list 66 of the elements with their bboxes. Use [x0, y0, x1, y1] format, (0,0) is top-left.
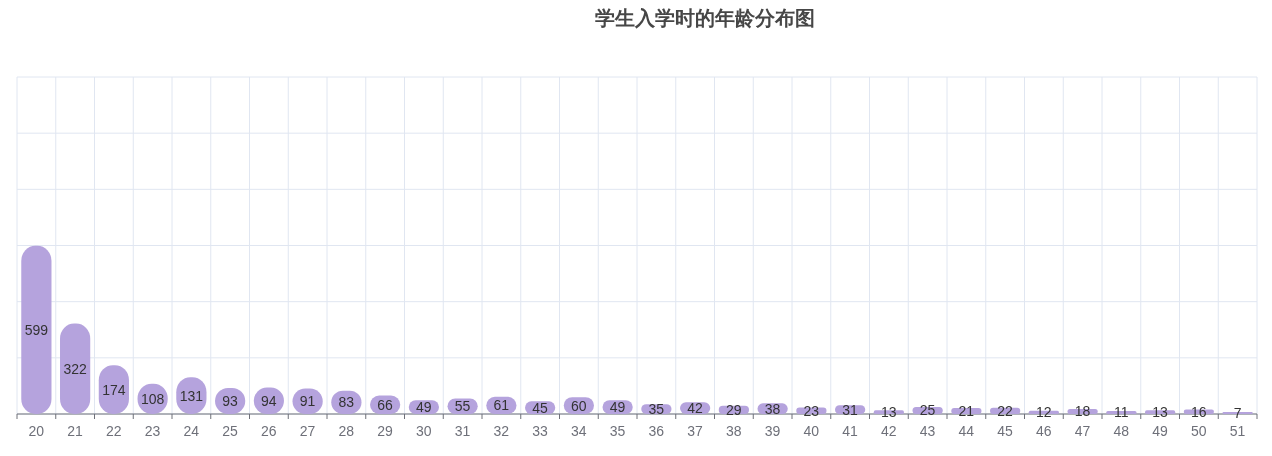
x-tick-label: 37 [687, 423, 704, 439]
x-tick-label: 25 [222, 423, 239, 439]
x-tick-label: 31 [454, 423, 471, 439]
x-tick-label: 50 [1191, 423, 1207, 439]
x-tick-label: 41 [842, 423, 859, 439]
bar [21, 245, 52, 414]
x-tick-label: 49 [1152, 423, 1169, 439]
data-label: 12 [1036, 404, 1052, 421]
chart-title: 学生入学时的年龄分布图 [595, 7, 815, 29]
data-label: 55 [454, 398, 471, 415]
data-label: 45 [532, 399, 549, 416]
x-tick-label: 47 [1074, 423, 1091, 439]
x-tick-label: 46 [1036, 423, 1052, 439]
x-tick-label: 48 [1113, 423, 1130, 439]
data-label: 13 [881, 404, 897, 421]
x-tick-label: 26 [261, 423, 277, 439]
data-label: 61 [493, 397, 510, 414]
data-label: 322 [63, 360, 88, 377]
x-tick-label: 40 [803, 423, 820, 439]
x-tick-label: 34 [571, 423, 587, 439]
data-label: 21 [958, 403, 975, 420]
data-label: 174 [102, 381, 126, 398]
data-label: 42 [687, 400, 704, 417]
x-tick-label: 32 [493, 423, 510, 439]
x-tick-label: 29 [377, 423, 394, 439]
x-tick-label: 27 [299, 423, 316, 439]
data-label: 22 [997, 402, 1014, 419]
data-label: 7 [1233, 405, 1242, 422]
data-label: 16 [1191, 403, 1207, 420]
x-tick-label: 36 [648, 423, 665, 439]
data-label: 49 [416, 399, 432, 416]
data-label: 60 [571, 397, 587, 414]
data-label: 18 [1074, 403, 1091, 420]
data-label: 23 [803, 402, 820, 419]
x-tick-label: 23 [144, 423, 161, 439]
x-tick-label: 38 [726, 423, 742, 439]
data-label: 93 [222, 392, 239, 409]
x-tick-label: 43 [919, 423, 936, 439]
x-tick-label: 20 [28, 423, 45, 439]
data-label: 25 [919, 402, 936, 419]
x-tick-label: 30 [416, 423, 432, 439]
data-label: 29 [726, 401, 742, 418]
data-label: 131 [179, 387, 204, 404]
x-tick-label: 42 [881, 423, 897, 439]
data-label: 38 [764, 400, 781, 417]
data-label: 599 [24, 321, 49, 338]
data-label: 11 [1114, 404, 1129, 421]
data-label: 108 [140, 390, 165, 407]
data-label: 35 [648, 401, 665, 418]
data-label: 94 [261, 392, 277, 409]
x-tick-label: 33 [532, 423, 549, 439]
x-tick-label: 21 [67, 423, 84, 439]
data-label: 13 [1152, 404, 1169, 421]
data-label: 91 [299, 393, 316, 410]
x-tick-label: 24 [183, 423, 200, 439]
x-tick-label: 44 [958, 423, 975, 439]
x-tick-label: 35 [609, 423, 626, 439]
data-label: 66 [377, 396, 394, 413]
x-tick-label: 51 [1229, 423, 1246, 439]
x-tick-label: 28 [338, 423, 355, 439]
x-tick-label: 45 [997, 423, 1014, 439]
data-label: 31 [842, 401, 859, 418]
x-tick-label: 39 [764, 423, 781, 439]
data-label: 49 [609, 399, 626, 416]
data-label: 83 [338, 394, 355, 411]
x-tick-label: 22 [106, 423, 122, 439]
